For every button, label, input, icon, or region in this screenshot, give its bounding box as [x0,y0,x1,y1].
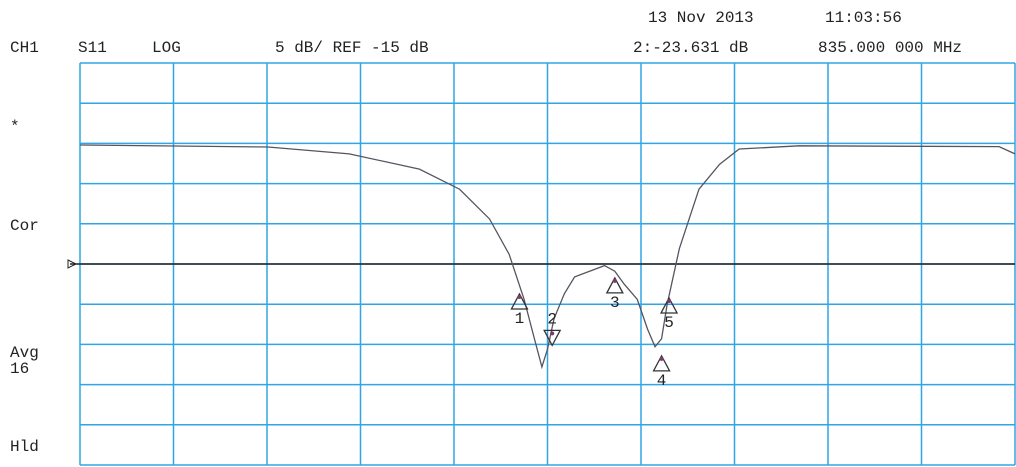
avg: Avg [10,344,39,362]
marker-dot [517,294,522,299]
cor: Cor [10,217,39,235]
marker-label: 4 [657,372,667,390]
marker-dot [667,298,672,303]
parameter: S11 [78,39,107,57]
time: 11:03:56 [825,9,902,27]
marker-label: 3 [610,294,620,312]
format: LOG [152,39,181,57]
marker [605,276,624,294]
hld: Hld [10,438,39,456]
marker [652,354,671,372]
marker-label: 5 [664,314,674,332]
marker-dot [659,356,664,361]
date: 13 Nov 2013 [648,9,754,27]
scale: 5 dB/ REF -15 dB [275,39,429,57]
marker-frequency: 835.000 000 MHz [818,39,962,57]
marker-dot [612,278,617,283]
marker-readout: 2:-23.631 dB [633,39,748,57]
marker-label: 2 [547,311,557,329]
marker [510,292,529,310]
channel: CH1 [10,39,39,57]
marker-dot [550,331,555,336]
marker-label: 1 [515,310,525,328]
marker [543,329,562,347]
star: * [10,118,20,136]
marker [659,296,679,314]
avg-count: 16 [10,360,29,378]
trace [79,144,1016,370]
reference-pointer [67,259,78,269]
